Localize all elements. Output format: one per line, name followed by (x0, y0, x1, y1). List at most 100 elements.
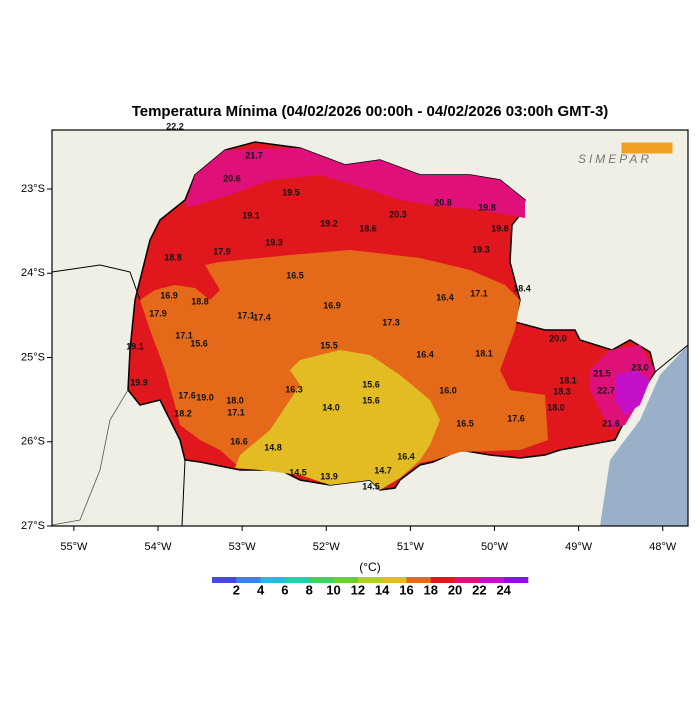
station-value: 18.0 (226, 395, 244, 405)
station-value: 17.6 (178, 390, 196, 400)
station-value: 17.4 (253, 312, 271, 322)
x-tick-label: 52°W (313, 541, 341, 553)
station-value: 19.3 (265, 237, 283, 247)
station-value: 15.6 (362, 379, 380, 389)
station-value: 18.6 (359, 223, 377, 233)
y-tick-label: 27°S (21, 520, 45, 532)
station-value: 16.9 (160, 290, 178, 300)
colorbar-swatch (503, 577, 529, 583)
colorbar-swatch (455, 577, 480, 583)
station-value: 23.0 (631, 362, 649, 372)
x-tick-label: 49°W (565, 541, 593, 553)
station-value: 17.3 (382, 317, 400, 327)
station-value: 16.4 (436, 292, 454, 302)
colorbar-tick-label: 24 (496, 582, 511, 597)
station-value: 18.3 (553, 386, 571, 396)
colorbar-tick-label: 16 (399, 582, 413, 597)
colorbar-swatch (236, 577, 261, 583)
colorbar-tick-label: 18 (424, 582, 438, 597)
station-value: 18.2 (174, 408, 192, 418)
colorbar-tick-label: 8 (306, 582, 313, 597)
x-tick-label: 48°W (649, 541, 677, 553)
station-value: 19.2 (320, 218, 338, 228)
y-tick-label: 24°S (21, 267, 45, 279)
station-value: 16.5 (456, 418, 474, 428)
station-value: 18.0 (547, 402, 565, 412)
station-value: 16.0 (439, 385, 457, 395)
station-value: 15.6 (362, 395, 380, 405)
station-value: 20.6 (223, 173, 241, 183)
station-value: 17.9 (149, 308, 167, 318)
coastline (654, 344, 689, 373)
map-title: Temperatura Mínima (04/02/2026 00:00h - … (132, 103, 609, 120)
station-value: 16.5 (286, 270, 304, 280)
station-value: 18.1 (559, 375, 577, 385)
station-value: 21.5 (593, 368, 611, 378)
station-value: 19.1 (126, 341, 144, 351)
station-value: 15.5 (320, 340, 338, 350)
colorbar-tick-label: 12 (351, 582, 365, 597)
station-value: 18.8 (164, 252, 182, 262)
station-value: 20.8 (434, 197, 452, 207)
station-value: 17.1 (237, 310, 255, 320)
colorbar-tick-label: 4 (257, 582, 265, 597)
x-tick-label: 55°W (60, 541, 88, 553)
border-line (51, 389, 129, 526)
colorbar-swatch (430, 577, 456, 583)
logo-text: SIMEPAR (578, 152, 652, 166)
station-value: 17.9 (213, 246, 231, 256)
colorbar-tick-label: 20 (448, 582, 462, 597)
station-value: 14.5 (362, 481, 380, 491)
station-value: 20.0 (549, 333, 567, 343)
station-value: 16.4 (416, 349, 434, 359)
station-value: 18.4 (513, 283, 531, 293)
station-value: 16.4 (397, 451, 415, 461)
station-value: 19.8 (478, 202, 496, 212)
colorbar-tick-label: 14 (375, 582, 390, 597)
station-value: 22.7 (597, 385, 615, 395)
station-value: 14.0 (322, 402, 340, 412)
x-tick-label: 50°W (481, 541, 509, 553)
border-line (51, 264, 141, 301)
colorbar-swatch (309, 577, 334, 583)
colorbar-swatch (479, 577, 504, 583)
x-tick-label: 51°W (397, 541, 425, 553)
colorbar-swatch (406, 577, 432, 583)
ocean (600, 345, 688, 526)
station-value: 18.1 (475, 348, 493, 358)
plot-area: SIMEPAR 22.2 21.7 20.6 19.5 20.8 19.8 20.3 19.1… (51, 121, 689, 527)
colorbar-swatch (284, 577, 310, 583)
region-yellow (235, 350, 440, 490)
region-purple (615, 370, 650, 415)
station-value: 19.3 (472, 244, 490, 254)
station-value: 19.9 (130, 377, 148, 387)
station-value: 16.3 (285, 384, 303, 394)
colorbar-tick-label: 2 (233, 582, 240, 597)
station-value: 17.1 (227, 407, 245, 417)
colorbar-swatch (260, 577, 286, 583)
y-tick-label: 25°S (21, 351, 45, 363)
colorbar-swatch (357, 577, 383, 583)
station-value: 19.0 (196, 392, 214, 402)
colorbar-swatch (212, 577, 237, 583)
x-tick-label: 54°W (144, 541, 172, 553)
x-tick-label: 53°W (229, 541, 257, 553)
station-value: 14.8 (264, 442, 282, 452)
border-line (181, 459, 186, 527)
y-tick-label: 23°S (21, 183, 45, 195)
station-value: 18.8 (191, 296, 209, 306)
logo-mark (621, 142, 673, 154)
station-value: 19.8 (491, 223, 509, 233)
station-value: 17.1 (175, 330, 193, 340)
colorbar-swatch (382, 577, 407, 583)
station-value: 14.7 (374, 465, 392, 475)
colorbar-tick-label: 22 (472, 582, 486, 597)
y-tick-label: 26°S (21, 436, 45, 448)
station-value: 13.9 (320, 471, 338, 481)
station-value: 19.5 (282, 187, 300, 197)
station-value: 17.6 (507, 413, 525, 423)
station-value: 16.9 (323, 300, 341, 310)
station-value: 15.6 (190, 338, 208, 348)
colorbar-swatch (333, 577, 359, 583)
